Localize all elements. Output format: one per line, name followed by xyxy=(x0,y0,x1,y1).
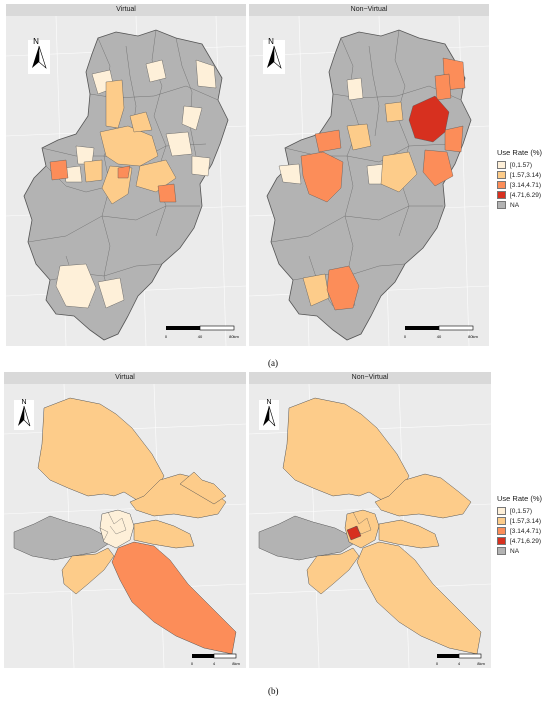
district-west xyxy=(13,515,109,561)
scale-label-0: 0 xyxy=(191,661,194,666)
north-label: N xyxy=(266,399,271,406)
municipality-mid-5 xyxy=(444,125,464,153)
north-arrow-icon xyxy=(14,400,34,430)
scale-label-0: 0 xyxy=(165,334,168,339)
municipality-light-6 xyxy=(129,111,153,133)
north-label: N xyxy=(21,399,26,406)
district-southwest xyxy=(61,547,115,595)
municipality-mid-2 xyxy=(300,151,344,203)
map-panel-b-virtual: Virtual N 0 xyxy=(4,372,246,668)
scale-label-1: 4 xyxy=(458,661,461,666)
municipality-mid-1 xyxy=(49,159,69,181)
municipality-pale-1 xyxy=(346,77,364,101)
municipality-mid-7 xyxy=(326,265,360,311)
map-region-nonvirtual: N 0 40 80km xyxy=(249,16,489,346)
map-region-virtual: N 0 40 80km xyxy=(6,16,246,346)
municipality-light-2 xyxy=(99,125,159,167)
caption-a: (a) xyxy=(268,358,278,368)
municipality-light-4 xyxy=(302,273,330,307)
municipality-pale-3 xyxy=(195,59,217,89)
map-city-nonvirtual: N 0 4 8km xyxy=(249,384,491,668)
north-arrow-icon xyxy=(28,40,50,74)
municipality-light-1 xyxy=(105,79,125,129)
scale-bar xyxy=(166,325,235,331)
legend-item: NA xyxy=(497,200,542,210)
facet-title-nonvirtual-b: Non−Virtual xyxy=(249,372,491,384)
legend-item: [1.57,3.14) xyxy=(497,516,542,526)
scale-label-1: 4 xyxy=(213,661,216,666)
district-east-arm xyxy=(179,471,227,505)
scale-bar xyxy=(192,653,237,659)
facet-title-nonvirtual-a: Non−Virtual xyxy=(249,4,489,16)
legend-item: [1.57,3.14) xyxy=(497,170,542,180)
map-panel-a-nonvirtual: Non−Virtual xyxy=(249,4,489,346)
district-east xyxy=(378,519,440,549)
district-west xyxy=(258,515,354,561)
scale-label-1: 40 xyxy=(198,334,203,339)
scale-bar xyxy=(405,325,474,331)
north-label: N xyxy=(33,37,39,46)
legend-item: [0,1.57) xyxy=(497,506,542,516)
district-north xyxy=(282,397,410,503)
legend-item: [3.14,4.71) xyxy=(497,526,542,536)
municipality-light-3 xyxy=(384,101,404,123)
municipality-pale-6 xyxy=(191,155,211,177)
legend-item: [4.71,6.29) xyxy=(497,536,542,546)
municipality-light-2 xyxy=(346,123,372,151)
north-arrow-icon xyxy=(259,400,279,430)
map-city-virtual: N 0 4 8km xyxy=(4,384,246,668)
scale-label-2: 80km xyxy=(468,334,478,339)
district-east xyxy=(133,519,195,549)
facet-title-virtual-b: Virtual xyxy=(4,372,246,384)
municipality-dark-1 xyxy=(408,95,450,143)
scale-label-2: 8km xyxy=(232,661,240,666)
municipality-mid-6 xyxy=(422,149,454,187)
scale-label-0: 0 xyxy=(436,661,439,666)
scale-label-0: 0 xyxy=(404,334,407,339)
municipality-pale-4 xyxy=(181,105,203,131)
municipality-mid-3 xyxy=(157,183,177,203)
municipality-pale-5 xyxy=(165,131,193,157)
district-south xyxy=(356,541,482,655)
legend-title: Use Rate (%) xyxy=(497,494,543,503)
legend-item: [0,1.57) xyxy=(497,160,542,170)
district-south xyxy=(111,541,237,655)
scale-label-2: 8km xyxy=(477,661,485,666)
district-southwest xyxy=(306,547,360,595)
district-center xyxy=(99,509,135,549)
district-northeast xyxy=(374,473,472,519)
municipality-pale-10 xyxy=(97,277,125,309)
legend-title: Use Rate (%) xyxy=(497,148,543,157)
scale-label-1: 40 xyxy=(437,334,442,339)
municipality-light-5 xyxy=(83,159,103,183)
municipality-light-1 xyxy=(380,151,418,193)
scale-bar xyxy=(437,653,482,659)
facet-title-virtual-a: Virtual xyxy=(6,4,246,16)
municipality-mid-4 xyxy=(434,73,452,101)
legend-a: Use Rate (%) [0,1.57) [1.57,3.14) [3.14,… xyxy=(497,148,542,210)
map-panel-a-virtual: Virtual xyxy=(6,4,246,346)
legend-b: Use Rate (%) [0,1.57) [1.57,3.14) [3.14,… xyxy=(497,494,542,556)
municipality-pale-2 xyxy=(278,163,302,185)
legend-item: [3.14,4.71) xyxy=(497,180,542,190)
caption-b: (b) xyxy=(268,686,279,696)
legend-item: NA xyxy=(497,546,542,556)
district-north xyxy=(37,397,165,503)
map-panel-b-nonvirtual: Non−Virtual N 0 xyxy=(249,372,491,668)
north-arrow-icon xyxy=(263,40,285,74)
municipality-mid-1 xyxy=(314,129,342,153)
municipality-pale-9 xyxy=(55,263,97,309)
north-label: N xyxy=(268,37,274,46)
municipality-mid-2 xyxy=(117,165,131,179)
scale-label-2: 80km xyxy=(229,334,239,339)
legend-item: [4.71,6.29) xyxy=(497,190,542,200)
municipality-pale-2 xyxy=(145,59,167,83)
